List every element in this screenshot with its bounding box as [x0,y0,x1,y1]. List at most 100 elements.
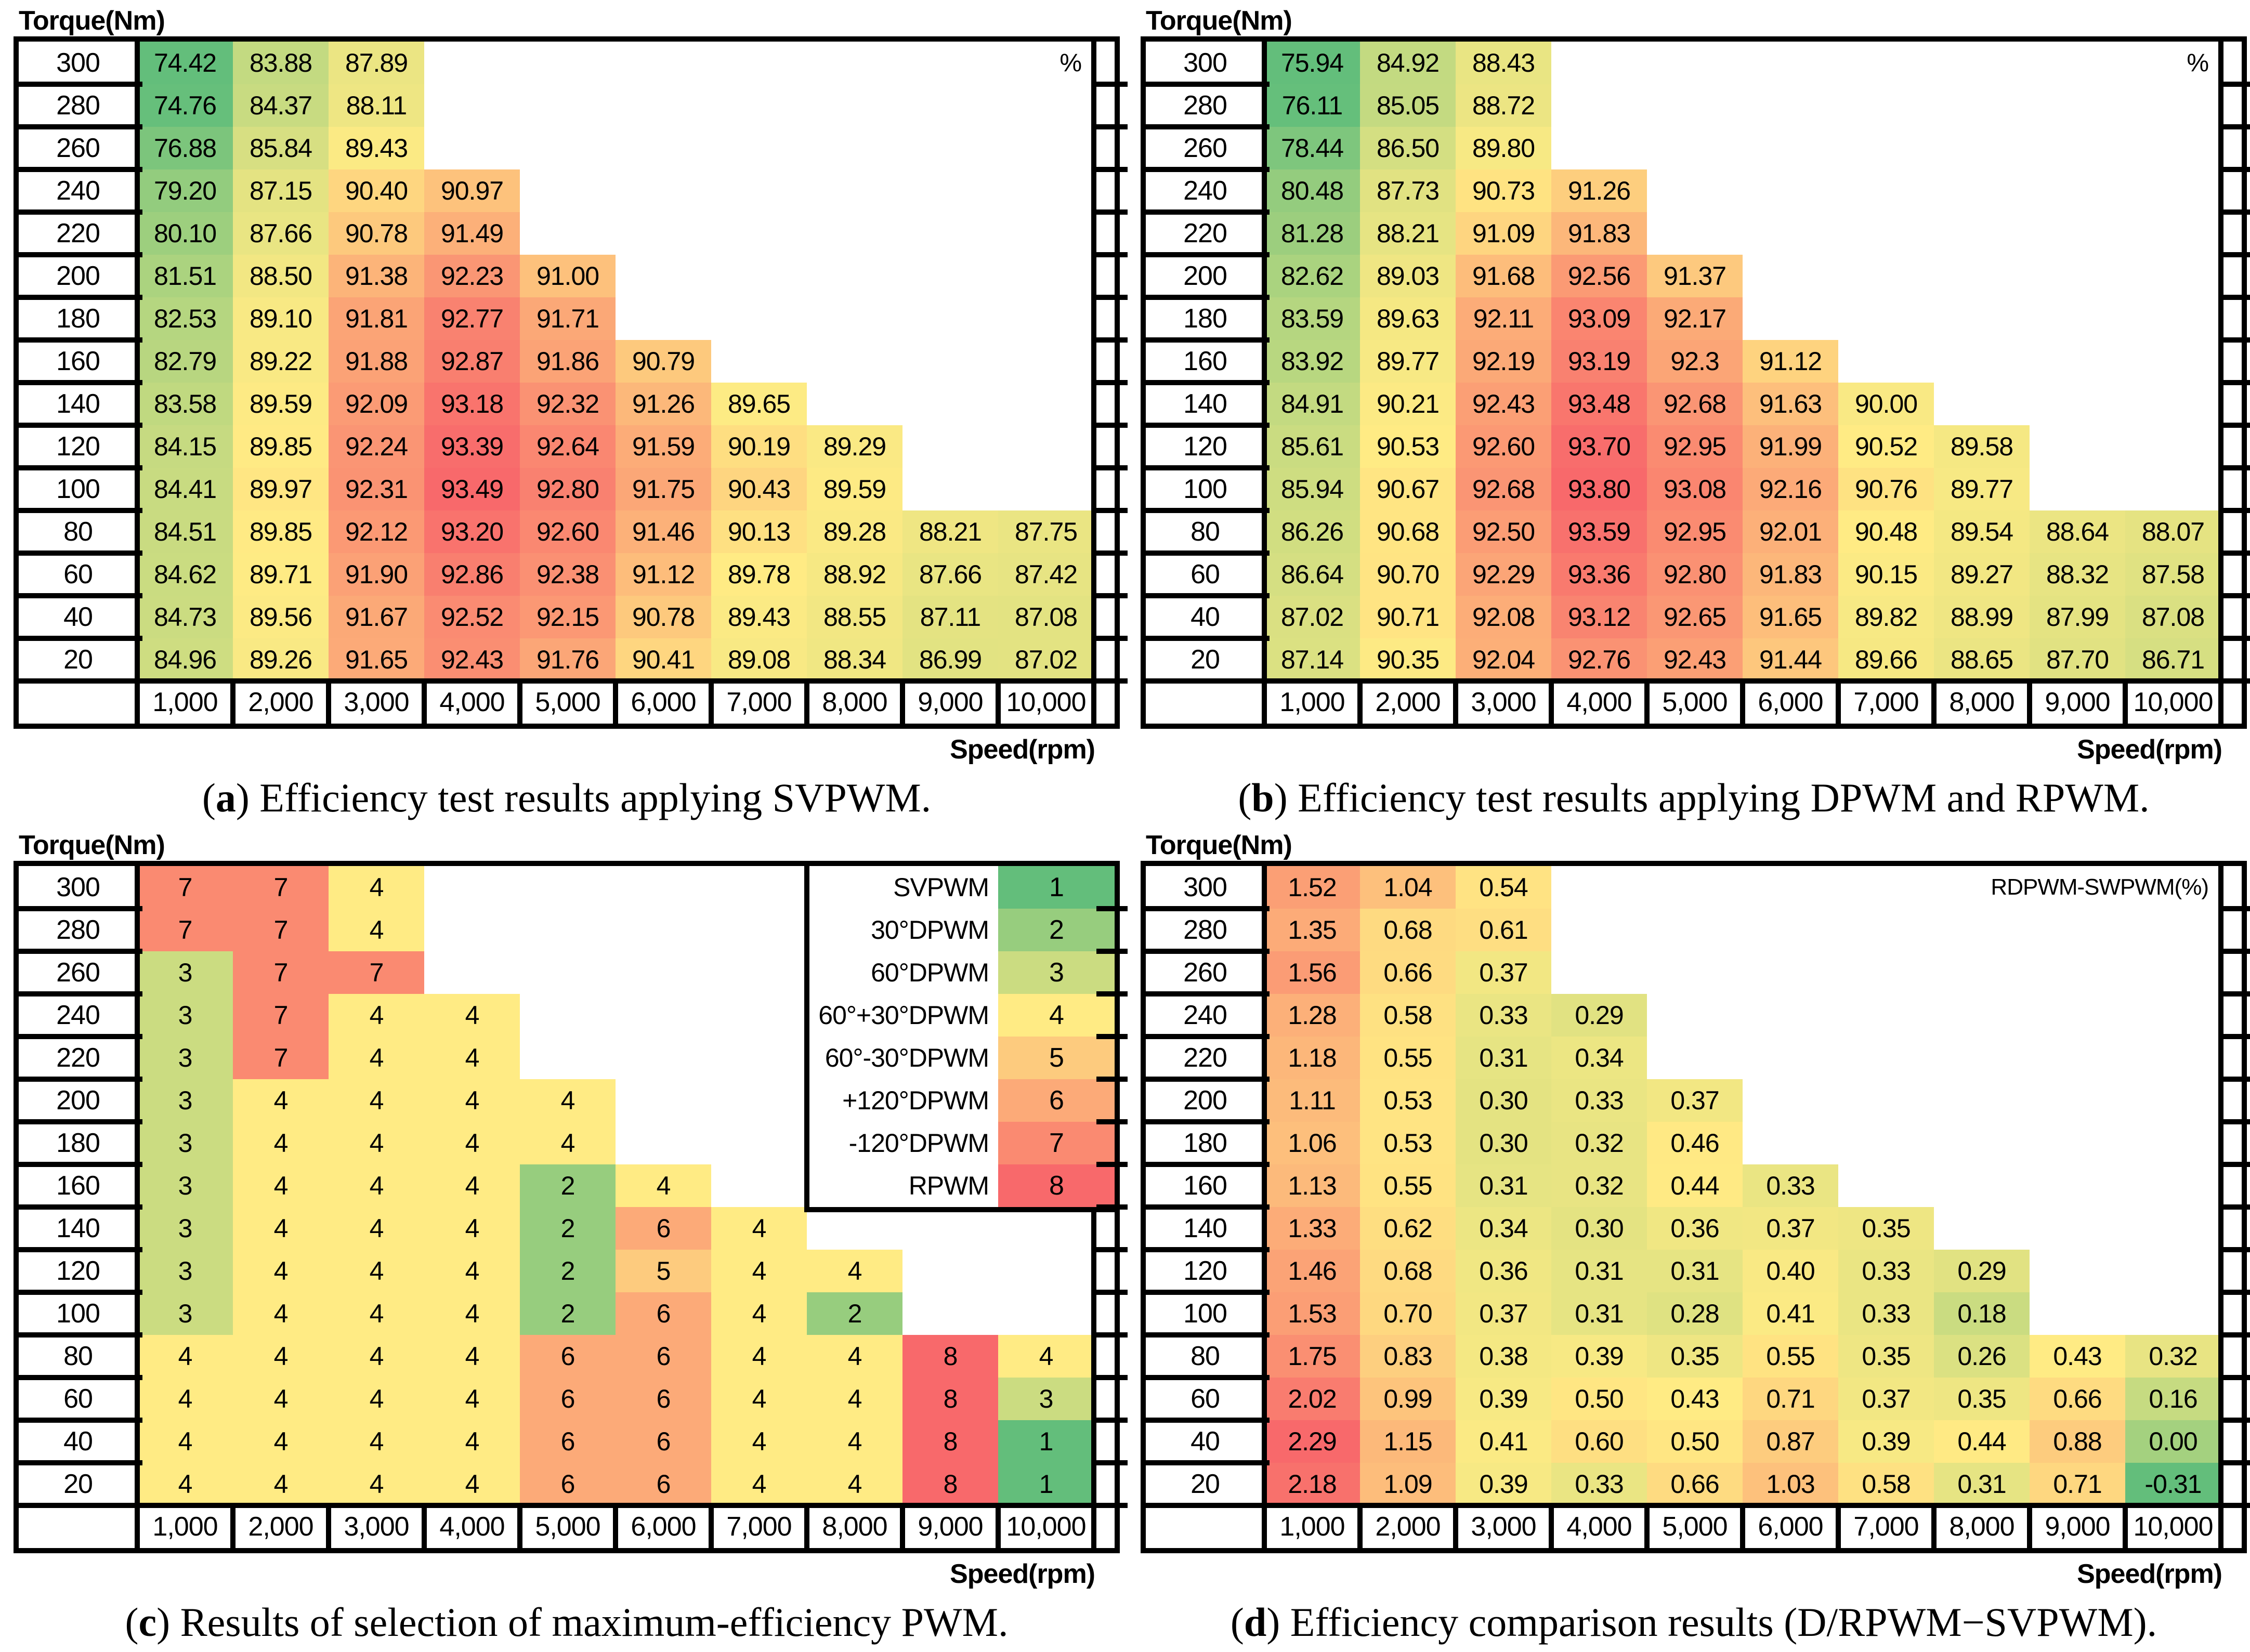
heatmap-cell: 0.66 [1647,1462,1743,1505]
heatmap-cell: 88.43 [1456,42,1551,84]
axis-tick [2223,295,2250,300]
grid-line-h-torque [19,209,142,215]
heatmap-cell: 90.53 [1360,425,1456,468]
heatmap-cell: 4 [329,1334,424,1378]
heatmap-cell: 2.29 [1264,1420,1360,1463]
heatmap-cell: 90.71 [1360,596,1456,638]
heatmap-cell: 92.32 [520,383,616,425]
grid-line-h-torque [19,1460,142,1465]
grid-line-v-speed [2123,678,2128,726]
grid-line-v-speed [804,678,809,726]
heatmap-cell: 88.72 [1456,84,1551,127]
heatmap-cell: 4 [711,1292,807,1335]
legend-item-label: 60°-30°DPWM [825,1043,989,1072]
legend-item: 60°-30°DPWM 5 [809,1036,1115,1079]
grid-line-h-torque [1146,1076,1270,1082]
heatmap-cell: 87.02 [1264,596,1360,638]
grid-line-v-speed [230,1502,236,1551]
grid-line-h-torque [1146,167,1270,172]
grid-line-h-torque [19,124,142,129]
heatmap-cell: 1.56 [1264,951,1360,994]
torque-axis-label: Torque(Nm) [1146,6,1292,36]
grid-line-h-speed [1146,678,2242,684]
speed-tick-label: 9,000 [902,1505,998,1548]
grid-line-v-speed [613,678,618,726]
grid-line-h-torque [1146,948,1270,954]
torque-tick-label: 200 [1146,1079,1264,1122]
heatmap-cell: 4 [711,1420,807,1463]
heatmap-cell: 89.29 [807,425,902,468]
heatmap-cell: 87.73 [1360,169,1456,212]
axis-tick [1096,252,1128,257]
heatmap-cell: 88.55 [807,596,902,638]
heatmap-cell: 2 [520,1249,616,1292]
heatmap-cell: 4 [711,1377,807,1420]
heatmap-cell: 89.77 [1934,468,2030,510]
heatmap-cell: 85.94 [1264,468,1360,510]
heatmap-cell: 92.43 [1647,638,1743,681]
grid-line-h-torque [19,906,142,911]
grid-line-h-torque [1146,1247,1270,1252]
heatmap-cell: 92.68 [1456,468,1551,510]
grid-line-h-torque [19,423,142,428]
heatmap-cell: 87.75 [998,510,1094,553]
torque-tick-label: 40 [1146,596,1264,638]
heatmap-cell: 0.35 [1647,1334,1743,1378]
heatmap-cell: 86.71 [2125,638,2221,681]
legend-item: RPWM 8 [809,1164,1115,1207]
grid-line-v-speed [1740,1502,1745,1551]
torque-tick-label: 300 [19,42,137,84]
heatmap-cell: 91.83 [1551,212,1647,255]
heatmap-cell: 92.31 [329,468,424,510]
heatmap-cell: 4 [329,1121,424,1164]
heatmap-cell: 89.28 [807,510,902,553]
grid-line-v-speed [326,1502,331,1551]
heatmap-cell: 92.65 [1647,596,1743,638]
heatmap-cell: 0.44 [1934,1420,2030,1463]
grid-line-h-torque [19,295,142,300]
heatmap-cell: 90.35 [1360,638,1456,681]
legend-item: 60°DPWM 3 [809,951,1115,994]
grid-line-h-torque [1146,906,1270,911]
grid-line-h-torque [1146,252,1270,257]
heatmap-cell: 0.33 [1551,1079,1647,1122]
grid-line-h-torque [1146,82,1270,87]
heatmap-cell: 82.53 [137,297,233,340]
heatmap-cell: 0.36 [1456,1249,1551,1292]
heatmap-cell: 90.68 [1360,510,1456,553]
heatmap-cell: 0.32 [1551,1121,1647,1164]
heatmap-cell: 1.18 [1264,1036,1360,1079]
heatmap-cell: 90.21 [1360,383,1456,425]
heatmap-cell: 6 [616,1377,711,1420]
heatmap-cell: 4 [329,866,424,909]
heatmap-cell: 0.58 [1838,1462,1934,1505]
torque-tick-label: 260 [1146,951,1264,994]
heatmap-cell: 3 [137,1079,233,1122]
heatmap-cell: 93.48 [1551,383,1647,425]
heatmap-cell: 92.68 [1647,383,1743,425]
heatmap-cell: 2 [520,1207,616,1250]
speed-tick-label: 10,000 [998,681,1094,724]
heatmap-cell: 0.35 [1838,1207,1934,1250]
torque-tick-label: 160 [1146,1164,1264,1207]
heatmap-cell: 0.60 [1551,1420,1647,1463]
heatmap-cell: 0.31 [1456,1036,1551,1079]
heatmap-cell: 90.52 [1838,425,1934,468]
heatmap-cell: 5 [616,1249,711,1292]
heatmap-cell: 92.52 [424,596,520,638]
heatmap-cell: 93.39 [424,425,520,468]
grid-line-h-torque [19,550,142,556]
speed-tick-label: 7,000 [1838,681,1934,724]
axis-tick [1096,1119,1128,1124]
heatmap-cell: 87.66 [233,212,329,255]
torque-tick-label: 60 [1146,1377,1264,1420]
torque-tick-label: 120 [1146,425,1264,468]
axis-tick [1096,550,1128,556]
axis-tick [1096,1076,1128,1082]
heatmap-cell: 4 [807,1420,902,1463]
heatmap-cell: 91.65 [329,638,424,681]
heatmap-cell: 4 [233,1420,329,1463]
torque-tick-label: 40 [19,1420,137,1463]
axis-tick [2223,337,2250,343]
heatmap-cell: 3 [137,1292,233,1335]
